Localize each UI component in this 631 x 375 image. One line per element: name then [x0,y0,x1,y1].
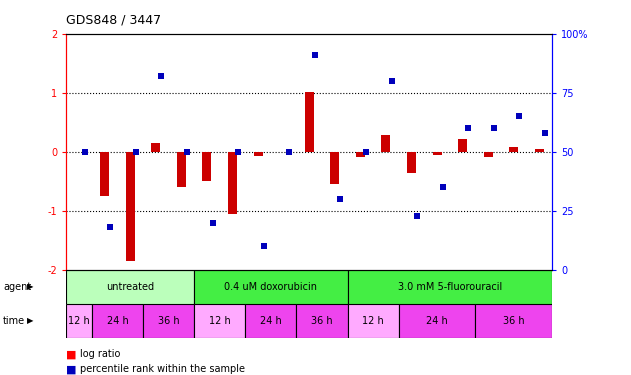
Bar [245,304,297,338]
Bar [100,152,109,196]
Bar [433,152,442,155]
Bar [66,304,92,338]
Bar [407,152,416,172]
Bar [330,152,339,184]
Bar [484,152,493,157]
Text: ▶: ▶ [27,316,33,325]
Bar [356,152,365,157]
Bar [348,270,552,304]
Text: 24 h: 24 h [107,316,128,326]
Bar [92,304,143,338]
Text: ■: ■ [66,364,77,374]
Bar [381,135,391,152]
Bar [475,304,552,338]
Bar [228,152,237,214]
Bar [194,270,348,304]
Bar [66,270,194,304]
Text: ■: ■ [66,350,77,359]
Text: 36 h: 36 h [311,316,333,326]
Text: percentile rank within the sample: percentile rank within the sample [80,364,245,374]
Text: 24 h: 24 h [426,316,448,326]
Bar [509,147,518,152]
Bar [458,139,467,152]
Bar [194,304,245,338]
Bar [297,304,348,338]
Text: 12 h: 12 h [209,316,230,326]
Bar [305,92,314,152]
Text: 12 h: 12 h [362,316,384,326]
Text: time: time [3,316,25,326]
Text: 0.4 uM doxorubicin: 0.4 uM doxorubicin [225,282,317,292]
Text: agent: agent [3,282,32,292]
Text: GDS848 / 3447: GDS848 / 3447 [66,13,162,26]
Bar [254,152,262,156]
Text: 36 h: 36 h [503,316,524,326]
Bar [348,304,399,338]
Bar [535,149,544,152]
Bar [151,143,160,152]
Text: 24 h: 24 h [260,316,281,326]
Text: 12 h: 12 h [68,316,90,326]
Text: 3.0 mM 5-fluorouracil: 3.0 mM 5-fluorouracil [398,282,502,292]
Bar [399,304,475,338]
Bar [126,152,134,261]
Bar [177,152,186,188]
Text: 36 h: 36 h [158,316,179,326]
Bar [203,152,211,182]
Text: ▶: ▶ [27,282,33,291]
Text: untreated: untreated [106,282,154,292]
Text: log ratio: log ratio [80,350,121,359]
Bar [143,304,194,338]
